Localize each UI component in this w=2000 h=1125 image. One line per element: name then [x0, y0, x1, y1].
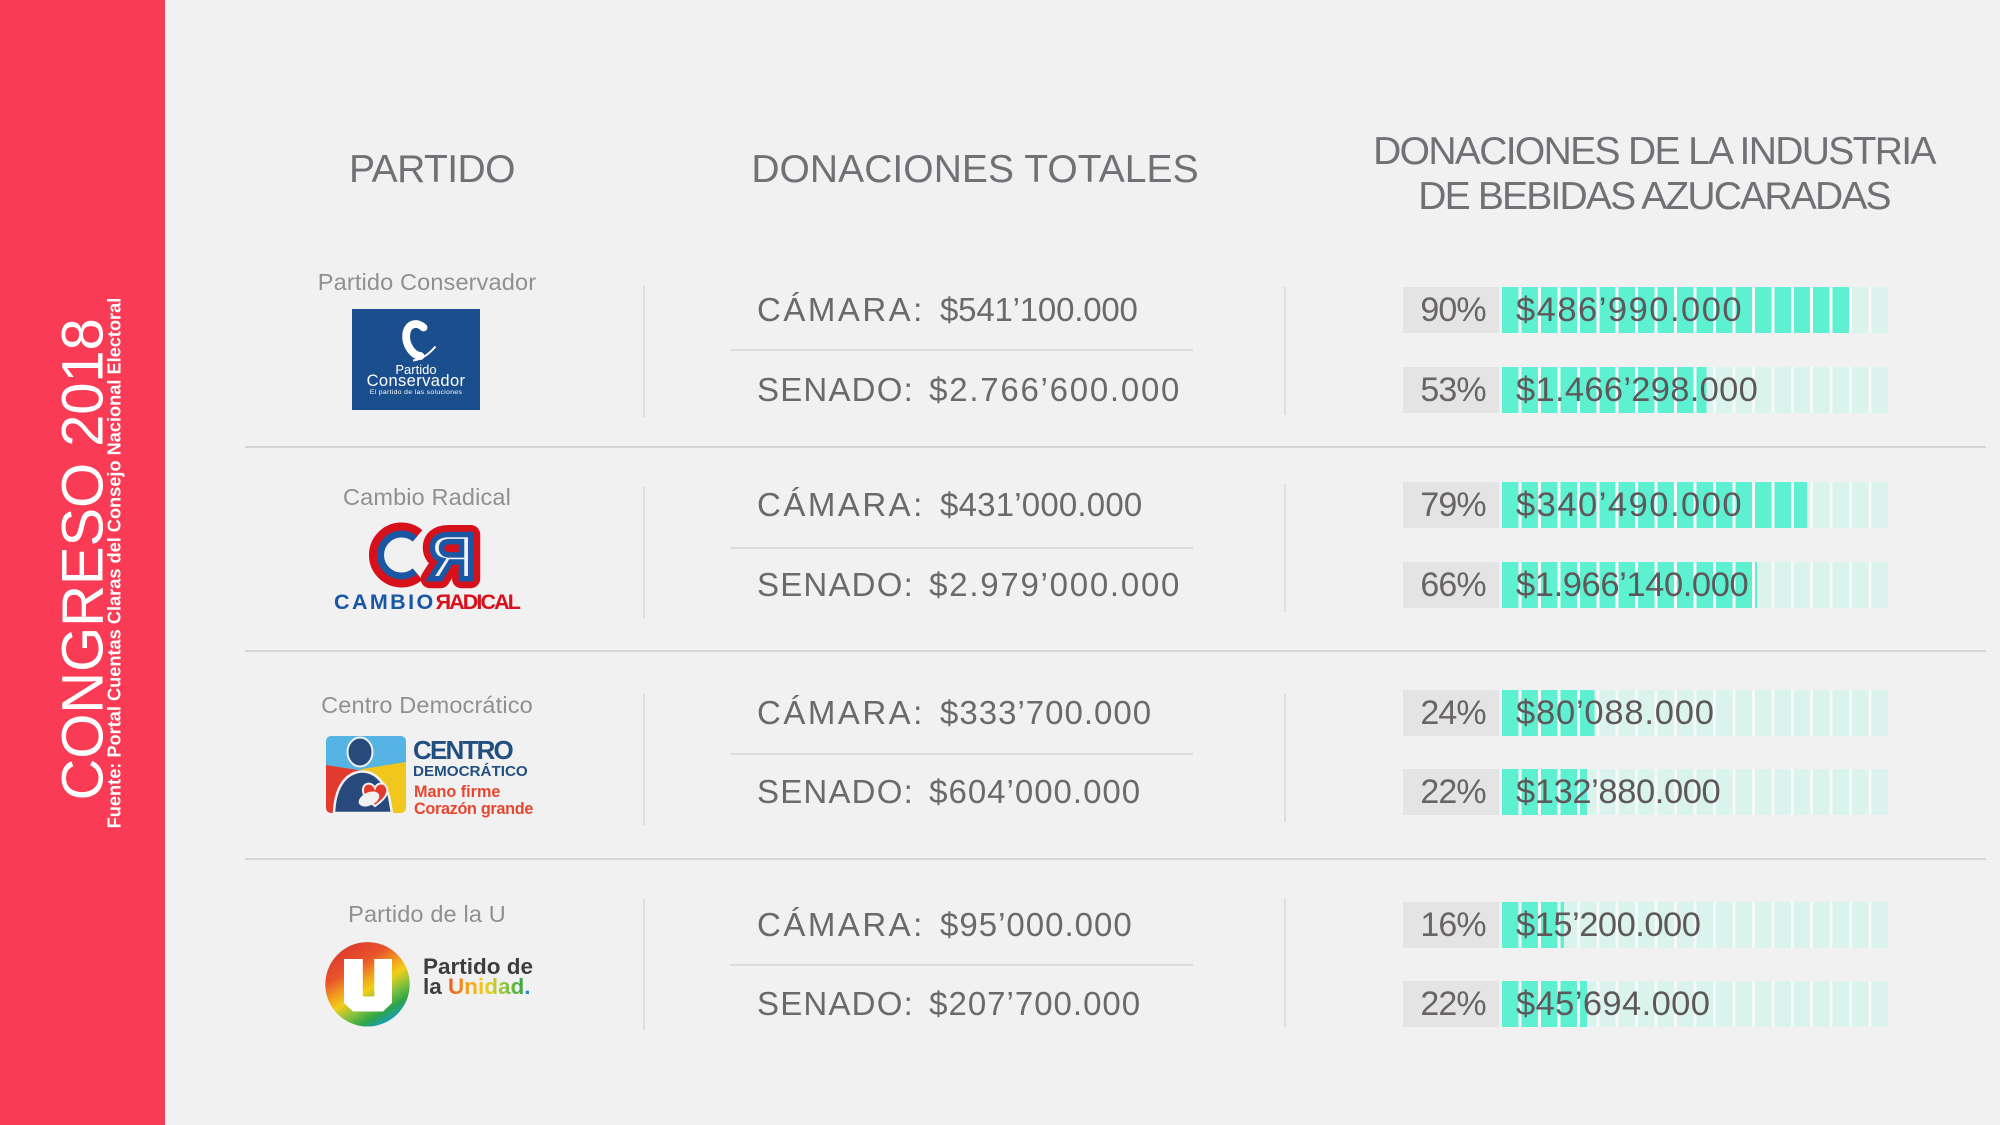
svg-text:Я: Я: [429, 522, 475, 593]
svg-text:Я: Я: [429, 522, 475, 593]
